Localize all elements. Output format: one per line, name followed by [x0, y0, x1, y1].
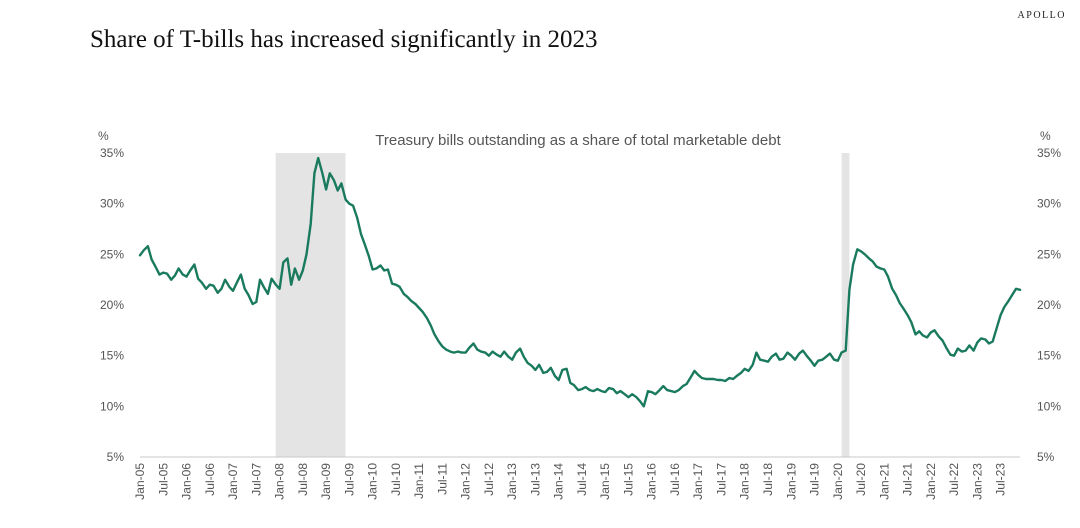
x-tick-label: Jan-15: [598, 463, 612, 500]
x-tick-label: Jul-05: [156, 463, 170, 496]
x-tick-label: Jan-21: [877, 463, 891, 500]
x-tick-label: Jan-23: [970, 463, 984, 500]
x-tick-label: Jul-14: [575, 463, 589, 496]
y-axis-right: 5% 10% 15% 20% 25% 30% 35%: [1037, 146, 1061, 464]
y-tick-label-left: 20%: [100, 298, 124, 312]
x-tick-label: Jul-10: [389, 463, 403, 496]
x-tick-label: Jul-19: [808, 463, 822, 496]
x-tick-label: Jul-12: [482, 463, 496, 496]
recession-shading: [275, 153, 850, 457]
y-axis-label-left: %: [98, 129, 109, 143]
x-tick-label: Jul-16: [668, 463, 682, 496]
x-tick-label: Jul-22: [947, 463, 961, 496]
x-tick-label: Jan-13: [505, 463, 519, 500]
x-tick-label: Jan-07: [226, 463, 240, 500]
recession-band-0: [275, 153, 346, 457]
y-tick-label-left: 15%: [100, 349, 124, 363]
x-tick-label: Jul-11: [435, 463, 449, 495]
chart-title: Treasury bills outstanding as a share of…: [375, 132, 781, 149]
y-tick-label-right: 15%: [1037, 349, 1061, 363]
recession-band-1: [841, 153, 850, 457]
y-tick-label-right: 25%: [1037, 247, 1061, 261]
x-tick-label: Jul-13: [528, 463, 542, 496]
x-tick-label: Jul-08: [296, 463, 310, 496]
x-tick-label: Jan-10: [366, 463, 380, 500]
x-tick-label: Jul-18: [761, 463, 775, 496]
x-tick-label: Jan-14: [552, 463, 566, 500]
x-tick-label: Jul-15: [621, 463, 635, 496]
x-tick-label: Jul-06: [203, 463, 217, 496]
y-tick-label-right: 35%: [1037, 146, 1061, 160]
x-tick-label: Jan-18: [738, 463, 752, 500]
x-tick-label: Jan-12: [459, 463, 473, 500]
x-tick-label: Jul-20: [854, 463, 868, 496]
y-tick-label-right: 10%: [1037, 399, 1061, 413]
x-tick-label: Jan-20: [831, 463, 845, 500]
x-tick-label: Jan-09: [319, 463, 333, 500]
x-tick-label: Jan-16: [645, 463, 659, 500]
x-tick-label: Jan-11: [412, 463, 426, 499]
brand-logo: APOLLO: [1017, 10, 1066, 21]
y-tick-label-left: 10%: [100, 399, 124, 413]
y-axis-label-right: %: [1040, 129, 1051, 143]
x-tick-label: Jan-05: [133, 463, 147, 500]
y-tick-label-left: 30%: [100, 197, 124, 211]
y-tick-label-left: 35%: [100, 146, 124, 160]
x-tick-label: Jan-08: [273, 463, 287, 500]
x-tick-label: Jan-17: [691, 463, 705, 500]
y-axis-left: 5% 10% 15% 20% 25% 30% 35%: [100, 146, 124, 464]
page-title: Share of T-bills has increased significa…: [90, 26, 598, 53]
series-line: [138, 156, 1022, 408]
x-tick-label: Jul-09: [342, 463, 356, 496]
y-tick-label-left: 25%: [100, 247, 124, 261]
x-tick-label: Jul-07: [249, 463, 263, 496]
y-tick-label-right: 5%: [1037, 450, 1055, 464]
y-tick-label-left: 5%: [107, 450, 125, 464]
y-tick-label-right: 30%: [1037, 197, 1061, 211]
x-tick-label: Jul-21: [901, 463, 915, 496]
x-tick-label: Jul-23: [994, 463, 1008, 496]
x-tick-label: Jul-17: [714, 463, 728, 496]
x-tick-label: Jan-19: [784, 463, 798, 500]
x-axis: Jan-05 Jul-05 Jan-06 Jul-06 Jan-07 Jul-07 Jan-…: [133, 463, 1008, 500]
x-tick-label: Jan-22: [924, 463, 938, 500]
x-tick-label: Jan-06: [180, 463, 194, 500]
y-tick-label-right: 20%: [1037, 298, 1061, 312]
